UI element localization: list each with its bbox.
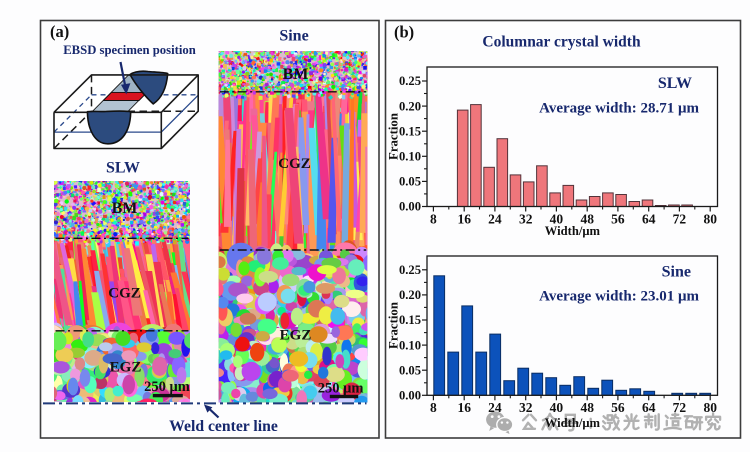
svg-text:BM: BM xyxy=(112,200,138,217)
svg-text:(b): (b) xyxy=(394,23,414,42)
svg-text:Width/μm: Width/μm xyxy=(545,416,601,430)
svg-text:64: 64 xyxy=(642,400,656,415)
svg-text:16: 16 xyxy=(457,400,471,415)
svg-text:0.20: 0.20 xyxy=(399,288,421,302)
svg-text:48: 48 xyxy=(580,211,594,226)
svg-text:Fraction: Fraction xyxy=(386,113,400,160)
svg-text:0.10: 0.10 xyxy=(399,150,421,164)
svg-text:0.00: 0.00 xyxy=(399,389,421,403)
svg-text:CGZ: CGZ xyxy=(108,286,141,302)
svg-text:56: 56 xyxy=(611,211,625,226)
svg-text:40: 40 xyxy=(550,400,564,415)
svg-text:Sine: Sine xyxy=(279,28,308,45)
svg-text:32: 32 xyxy=(519,400,533,415)
svg-text:SLW: SLW xyxy=(106,160,140,177)
svg-text:64: 64 xyxy=(642,211,656,226)
svg-text:EGZ: EGZ xyxy=(280,328,312,344)
svg-text:24: 24 xyxy=(488,211,502,226)
svg-text:0.00: 0.00 xyxy=(399,200,421,214)
svg-text:Average width: 23.01 μm: Average width: 23.01 μm xyxy=(539,289,699,305)
svg-text:EGZ: EGZ xyxy=(110,360,142,376)
svg-text:Average width: 28.71 μm: Average width: 28.71 μm xyxy=(539,101,699,117)
svg-text:Fraction: Fraction xyxy=(386,302,400,349)
svg-text:56: 56 xyxy=(611,400,625,415)
svg-text:0.25: 0.25 xyxy=(399,263,421,277)
svg-text:72: 72 xyxy=(673,211,687,226)
svg-text:250 μm: 250 μm xyxy=(144,379,190,395)
svg-text:8: 8 xyxy=(430,211,437,226)
svg-text:BM: BM xyxy=(283,66,309,83)
svg-text:0.10: 0.10 xyxy=(399,338,421,352)
svg-text:Weld center line: Weld center line xyxy=(169,418,278,435)
svg-text:(a): (a) xyxy=(50,22,69,41)
svg-text:0.05: 0.05 xyxy=(399,363,421,377)
svg-text:EBSD specimen position: EBSD specimen position xyxy=(63,43,196,57)
svg-text:0.05: 0.05 xyxy=(399,175,421,189)
svg-text:24: 24 xyxy=(488,400,502,415)
svg-text:48: 48 xyxy=(580,400,594,415)
svg-text:0.15: 0.15 xyxy=(399,124,421,138)
svg-text:CGZ: CGZ xyxy=(278,156,311,172)
svg-text:80: 80 xyxy=(703,400,717,415)
svg-text:80: 80 xyxy=(703,211,717,226)
svg-text:40: 40 xyxy=(550,211,564,226)
svg-text:16: 16 xyxy=(457,211,471,226)
svg-text:0.15: 0.15 xyxy=(399,313,421,327)
svg-text:8: 8 xyxy=(430,400,437,415)
svg-text:Width/μm: Width/μm xyxy=(545,224,601,238)
svg-text:250 μm: 250 μm xyxy=(318,381,364,397)
svg-text:0.25: 0.25 xyxy=(399,74,421,88)
svg-text:0.20: 0.20 xyxy=(399,99,421,113)
svg-text:Sine: Sine xyxy=(662,264,691,281)
svg-text:32: 32 xyxy=(519,211,533,226)
svg-text:SLW: SLW xyxy=(658,75,692,92)
svg-text:72: 72 xyxy=(673,400,687,415)
svg-text:Columnar crystal width: Columnar crystal width xyxy=(482,34,641,51)
